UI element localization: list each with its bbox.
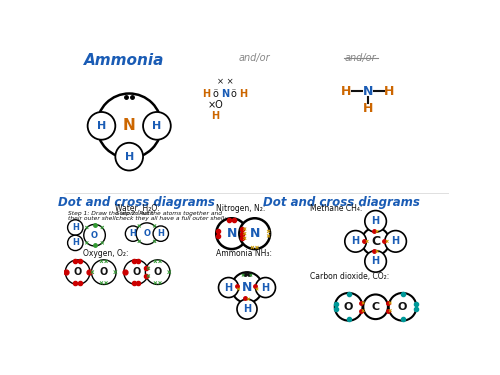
- Text: N: N: [222, 89, 230, 99]
- Circle shape: [153, 226, 168, 242]
- Text: C: C: [371, 235, 380, 248]
- Text: H: H: [239, 89, 247, 99]
- Text: O: O: [154, 267, 162, 277]
- Circle shape: [92, 260, 116, 285]
- Text: O: O: [344, 302, 354, 312]
- Circle shape: [88, 112, 116, 140]
- Text: × ×: × ×: [217, 78, 234, 87]
- Text: Step 2: Put the atoms together and
check they all have a full outer shell:: Step 2: Put the atoms together and check…: [116, 210, 226, 221]
- Text: C: C: [372, 302, 380, 312]
- Circle shape: [97, 93, 162, 158]
- Circle shape: [68, 220, 83, 235]
- Circle shape: [365, 210, 386, 232]
- Circle shape: [68, 235, 83, 250]
- Circle shape: [345, 231, 366, 252]
- Circle shape: [116, 143, 143, 171]
- Text: O: O: [100, 267, 108, 277]
- Text: H: H: [158, 229, 164, 238]
- Circle shape: [335, 293, 362, 321]
- Text: N: N: [362, 85, 373, 98]
- Text: O: O: [398, 302, 407, 312]
- Circle shape: [385, 231, 406, 252]
- Text: N: N: [226, 227, 237, 240]
- Text: and/or: and/or: [344, 53, 376, 63]
- Text: Dot and cross diagrams: Dot and cross diagrams: [262, 196, 420, 209]
- Text: H: H: [352, 236, 360, 246]
- Text: Ammonia: Ammonia: [84, 53, 164, 68]
- Circle shape: [365, 251, 386, 272]
- Text: H: H: [243, 304, 251, 314]
- Text: H: H: [72, 223, 78, 232]
- Circle shape: [232, 272, 262, 303]
- Circle shape: [362, 228, 390, 255]
- Text: N: N: [242, 281, 252, 294]
- Text: Water, H₂O:: Water, H₂O:: [114, 204, 159, 213]
- Text: H: H: [362, 102, 373, 115]
- Text: Dot and cross diagrams: Dot and cross diagrams: [58, 196, 216, 209]
- Text: N: N: [123, 118, 136, 134]
- Circle shape: [216, 218, 247, 249]
- Circle shape: [84, 224, 106, 246]
- Text: Oxygen, O₂:: Oxygen, O₂:: [84, 249, 129, 258]
- Circle shape: [126, 226, 141, 242]
- Circle shape: [124, 260, 148, 285]
- Circle shape: [240, 218, 270, 249]
- Circle shape: [143, 112, 171, 140]
- Text: H: H: [372, 216, 380, 226]
- Circle shape: [364, 294, 388, 319]
- Text: Nitrogen, N₂:: Nitrogen, N₂:: [216, 204, 266, 213]
- Text: H: H: [392, 236, 400, 246]
- Circle shape: [237, 299, 257, 319]
- Circle shape: [218, 278, 238, 297]
- Text: N: N: [250, 227, 260, 240]
- Text: H: H: [372, 256, 380, 266]
- Text: H: H: [262, 282, 270, 292]
- Text: H: H: [202, 89, 210, 99]
- Text: H: H: [224, 282, 232, 292]
- Text: H: H: [384, 85, 394, 98]
- Text: ö: ö: [212, 89, 218, 99]
- Text: O: O: [74, 267, 82, 277]
- Circle shape: [136, 223, 158, 245]
- Text: H: H: [212, 111, 220, 121]
- Circle shape: [388, 293, 416, 321]
- Circle shape: [146, 260, 170, 285]
- Text: H: H: [97, 121, 106, 131]
- Text: Methane CH₄:: Methane CH₄:: [310, 204, 362, 213]
- Text: H: H: [341, 85, 351, 98]
- Text: O: O: [132, 267, 140, 277]
- Text: ö: ö: [231, 89, 237, 99]
- Circle shape: [66, 260, 90, 285]
- Text: O: O: [144, 229, 150, 238]
- Text: Carbon dioxide, CO₂:: Carbon dioxide, CO₂:: [310, 272, 390, 281]
- Text: H: H: [72, 238, 78, 248]
- Circle shape: [256, 278, 276, 297]
- Text: H: H: [152, 121, 162, 131]
- Text: H: H: [124, 152, 134, 162]
- Text: Ammonia NH₃:: Ammonia NH₃:: [216, 249, 272, 258]
- Text: ×O: ×O: [208, 100, 224, 110]
- Text: H: H: [130, 229, 136, 238]
- Text: and/or: and/or: [239, 53, 270, 63]
- Text: Step 1: Draw the atoms with
their outer shell:: Step 1: Draw the atoms with their outer …: [68, 210, 153, 221]
- Text: O: O: [91, 231, 98, 240]
